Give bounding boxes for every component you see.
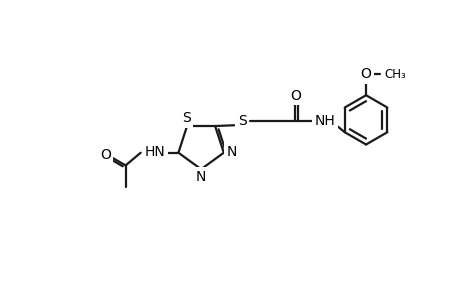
- Text: S: S: [237, 114, 246, 128]
- Text: CH₃: CH₃: [384, 68, 405, 81]
- Text: N: N: [226, 145, 236, 159]
- Text: NH: NH: [314, 114, 335, 128]
- Text: N: N: [196, 170, 206, 184]
- Text: O: O: [290, 89, 301, 103]
- Text: HN: HN: [145, 145, 165, 159]
- Text: S: S: [181, 111, 190, 125]
- Text: O: O: [360, 68, 371, 81]
- Text: O: O: [100, 148, 111, 162]
